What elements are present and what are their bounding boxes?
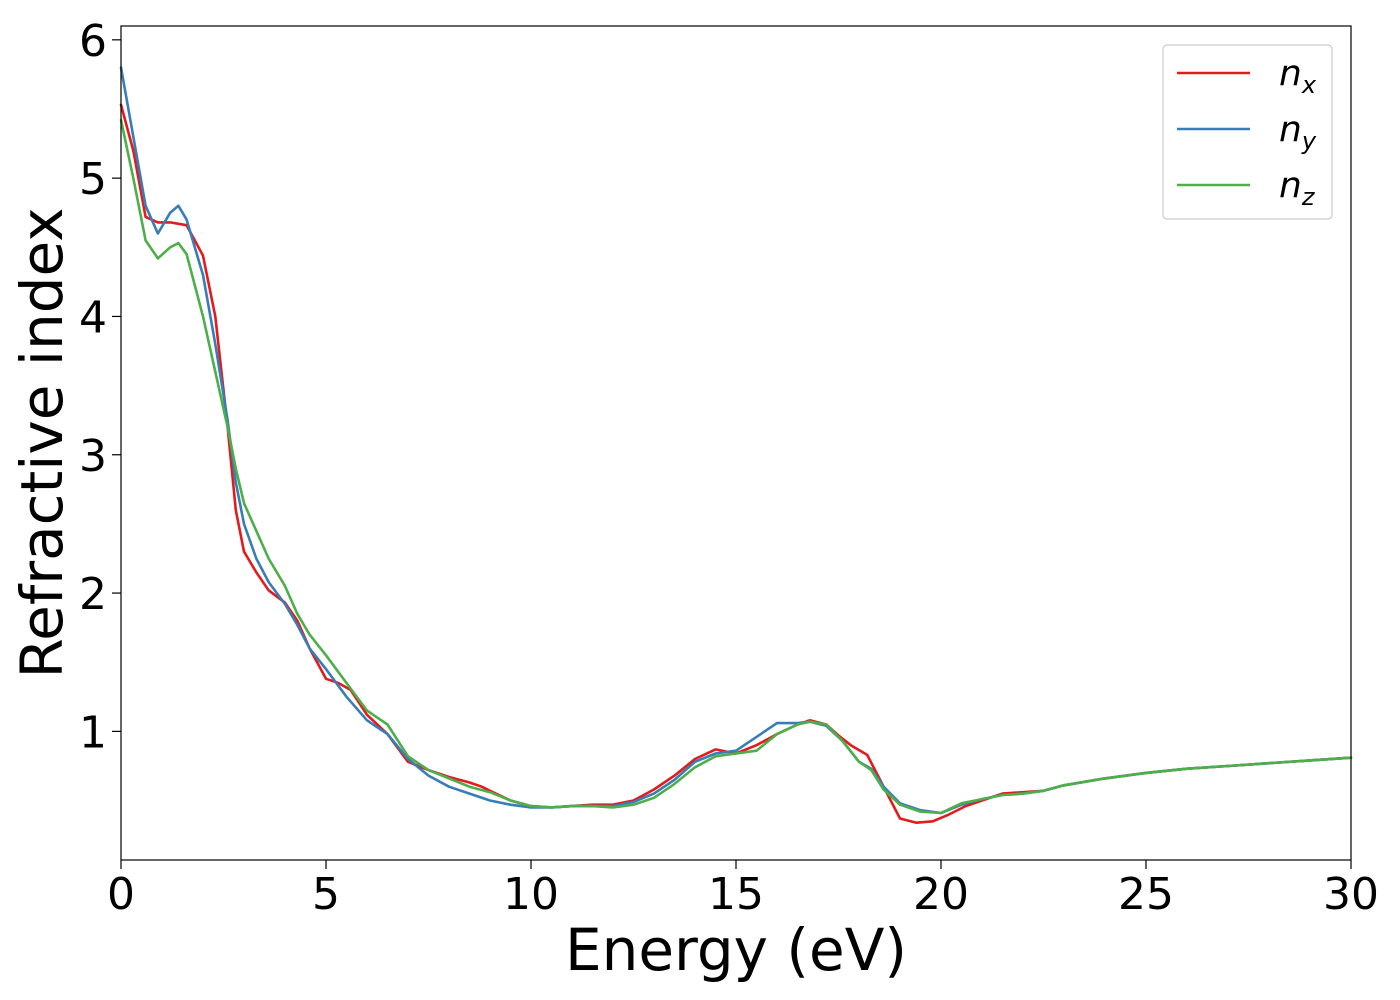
y-axis-label: Refractive index <box>8 207 76 678</box>
legend-label-subscript: x <box>1301 71 1317 99</box>
y-tick-label: 6 <box>79 16 107 67</box>
legend-box <box>1162 44 1333 220</box>
x-tick-label: 25 <box>1118 869 1174 920</box>
legend-label-subscript: z <box>1301 183 1316 211</box>
legend-label-nz: nz <box>1279 165 1316 211</box>
x-tick-label: 15 <box>708 869 764 920</box>
y-tick-label: 3 <box>79 431 107 482</box>
legend-label-base: n <box>1279 165 1302 206</box>
legend-label-base: n <box>1279 53 1302 94</box>
x-tick-label: 20 <box>913 869 969 920</box>
x-axis-label: Energy (eV) <box>565 916 907 984</box>
series-layer <box>119 66 1353 825</box>
legend-label-ny: ny <box>1279 109 1317 155</box>
x-tick-label: 5 <box>312 869 340 920</box>
x-axis-ticks: 0 5 10 15 20 25 30 <box>107 860 1379 920</box>
x-tick-label: 0 <box>107 869 135 920</box>
legend-label-base: n <box>1279 109 1302 150</box>
legend-label-subscript: y <box>1301 127 1317 155</box>
plot-background <box>121 26 1351 860</box>
legend-label-nx: nx <box>1279 53 1317 99</box>
x-tick-label: 30 <box>1323 869 1379 920</box>
y-tick-label: 4 <box>79 292 107 343</box>
y-tick-label: 1 <box>79 707 107 758</box>
y-tick-label: 2 <box>79 569 107 620</box>
y-axis-ticks: 1 2 3 4 5 6 <box>79 16 121 758</box>
y-tick-label: 5 <box>79 154 107 205</box>
x-tick-label: 10 <box>503 869 559 920</box>
series-line-nz <box>119 118 1353 815</box>
